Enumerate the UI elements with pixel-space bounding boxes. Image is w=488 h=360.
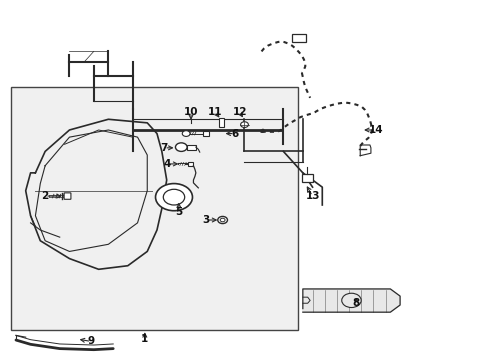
- Text: 14: 14: [368, 125, 382, 135]
- Text: 1: 1: [141, 334, 148, 344]
- Text: 13: 13: [305, 191, 319, 201]
- FancyBboxPatch shape: [64, 193, 71, 199]
- Text: 10: 10: [183, 107, 198, 117]
- Bar: [187, 145, 196, 150]
- Bar: [219, 118, 224, 127]
- Text: 3: 3: [202, 215, 209, 225]
- Text: 7: 7: [160, 143, 167, 153]
- Circle shape: [217, 216, 227, 224]
- Circle shape: [341, 293, 361, 307]
- Text: 9: 9: [88, 337, 95, 346]
- Circle shape: [240, 122, 248, 127]
- Text: 12: 12: [232, 107, 246, 117]
- Text: 6: 6: [231, 129, 238, 139]
- Circle shape: [175, 143, 187, 152]
- Bar: [11, 87, 297, 330]
- Bar: [203, 131, 208, 136]
- Circle shape: [182, 131, 190, 136]
- Text: 5: 5: [175, 207, 182, 217]
- Polygon shape: [302, 289, 399, 312]
- Bar: [301, 174, 312, 182]
- Text: 8: 8: [352, 298, 359, 308]
- Bar: [187, 162, 193, 166]
- Text: 4: 4: [163, 159, 170, 169]
- Bar: [291, 34, 305, 42]
- Text: 11: 11: [208, 107, 222, 117]
- Text: 2: 2: [41, 191, 49, 201]
- Circle shape: [155, 184, 192, 211]
- Circle shape: [220, 218, 224, 222]
- Circle shape: [163, 189, 184, 205]
